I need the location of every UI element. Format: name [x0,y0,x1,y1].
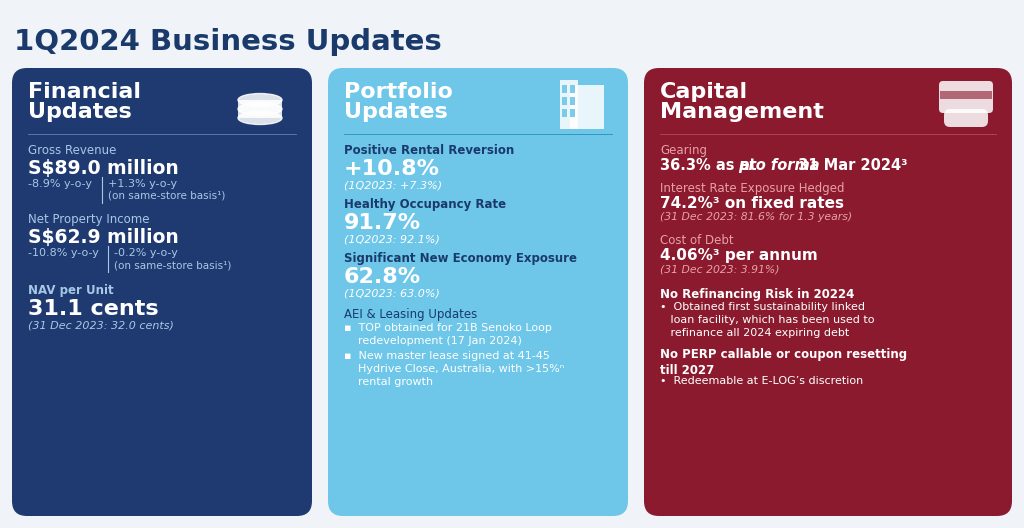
Text: -8.9% y-o-y: -8.9% y-o-y [28,179,92,189]
FancyBboxPatch shape [560,80,578,129]
Text: S$62.9 million: S$62.9 million [28,228,179,247]
Text: -0.2% y-o-y: -0.2% y-o-y [114,248,178,258]
Text: (31 Dec 2023: 32.0 cents): (31 Dec 2023: 32.0 cents) [28,321,174,331]
Text: Updates: Updates [344,102,447,122]
Text: Significant New Economy Exposure: Significant New Economy Exposure [344,252,577,265]
Text: (31 Dec 2023: 3.91%): (31 Dec 2023: 3.91%) [660,264,779,274]
FancyBboxPatch shape [562,109,567,117]
Text: (31 Dec 2023: 81.6% for 1.3 years): (31 Dec 2023: 81.6% for 1.3 years) [660,212,852,222]
Text: No PERP callable or coupon resetting
till 2027: No PERP callable or coupon resetting til… [660,348,907,377]
Text: (1Q2023: +7.3%): (1Q2023: +7.3%) [344,180,442,190]
Text: Cost of Debt: Cost of Debt [660,234,733,247]
FancyBboxPatch shape [570,85,604,129]
Text: 1Q2024 Business Updates: 1Q2024 Business Updates [14,28,441,56]
Text: Gearing: Gearing [660,144,707,157]
Text: Gross Revenue: Gross Revenue [28,144,117,157]
Text: Positive Rental Reversion: Positive Rental Reversion [344,144,514,157]
Text: +1.3% y-o-y: +1.3% y-o-y [108,179,177,189]
FancyBboxPatch shape [12,68,312,516]
Text: ▪  New master lease signed at 41-45
    Hydrive Close, Australia, with >15%ⁿ
   : ▪ New master lease signed at 41-45 Hydri… [344,351,564,388]
Ellipse shape [238,102,282,116]
FancyBboxPatch shape [562,97,567,105]
FancyBboxPatch shape [238,100,282,109]
FancyBboxPatch shape [570,85,575,93]
Text: S$89.0 million: S$89.0 million [28,159,179,178]
Text: •  Redeemable at E-LOG’s discretion: • Redeemable at E-LOG’s discretion [660,376,863,386]
Text: (1Q2023: 63.0%): (1Q2023: 63.0%) [344,288,440,298]
FancyBboxPatch shape [939,81,993,113]
Text: Healthy Occupancy Rate: Healthy Occupancy Rate [344,198,506,211]
Text: Financial: Financial [28,82,141,102]
Text: Capital: Capital [660,82,749,102]
FancyBboxPatch shape [562,85,567,93]
Text: +10.8%: +10.8% [344,159,440,179]
FancyBboxPatch shape [570,97,575,105]
Text: 31 Mar 2024³: 31 Mar 2024³ [793,158,907,173]
Text: pro forma: pro forma [738,158,819,173]
FancyBboxPatch shape [940,91,992,99]
Text: Interest Rate Exposure Hedged: Interest Rate Exposure Hedged [660,182,845,195]
Text: AEI & Leasing Updates: AEI & Leasing Updates [344,308,477,321]
FancyBboxPatch shape [944,109,988,127]
Text: Updates: Updates [28,102,132,122]
Text: (on same-store basis¹): (on same-store basis¹) [108,191,225,201]
FancyBboxPatch shape [328,68,628,516]
Text: (on same-store basis¹): (on same-store basis¹) [114,260,231,270]
Text: 74.2%³ on fixed rates: 74.2%³ on fixed rates [660,196,844,211]
Text: 4.06%³ per annum: 4.06%³ per annum [660,248,818,263]
Text: Portfolio: Portfolio [344,82,453,102]
Ellipse shape [238,93,282,107]
Text: •  Obtained first sustainability linked
   loan facility, which has been used to: • Obtained first sustainability linked l… [660,302,874,337]
Text: (1Q2023: 92.1%): (1Q2023: 92.1%) [344,234,440,244]
Text: -10.8% y-o-y: -10.8% y-o-y [28,248,99,258]
FancyBboxPatch shape [644,68,1012,516]
FancyBboxPatch shape [570,109,575,117]
Text: Management: Management [660,102,824,122]
Ellipse shape [238,111,282,125]
Text: 36.3% as at: 36.3% as at [660,158,762,173]
Text: No Refinancing Risk in 20224: No Refinancing Risk in 20224 [660,288,854,301]
Text: ▪  TOP obtained for 21B Senoko Loop
    redevelopment (17 Jan 2024): ▪ TOP obtained for 21B Senoko Loop redev… [344,323,552,346]
Text: Net Property Income: Net Property Income [28,213,150,226]
Text: 62.8%: 62.8% [344,267,421,287]
Text: 31.1 cents: 31.1 cents [28,299,159,319]
FancyBboxPatch shape [238,109,282,118]
Text: NAV per Unit: NAV per Unit [28,284,114,297]
Text: 91.7%: 91.7% [344,213,421,233]
